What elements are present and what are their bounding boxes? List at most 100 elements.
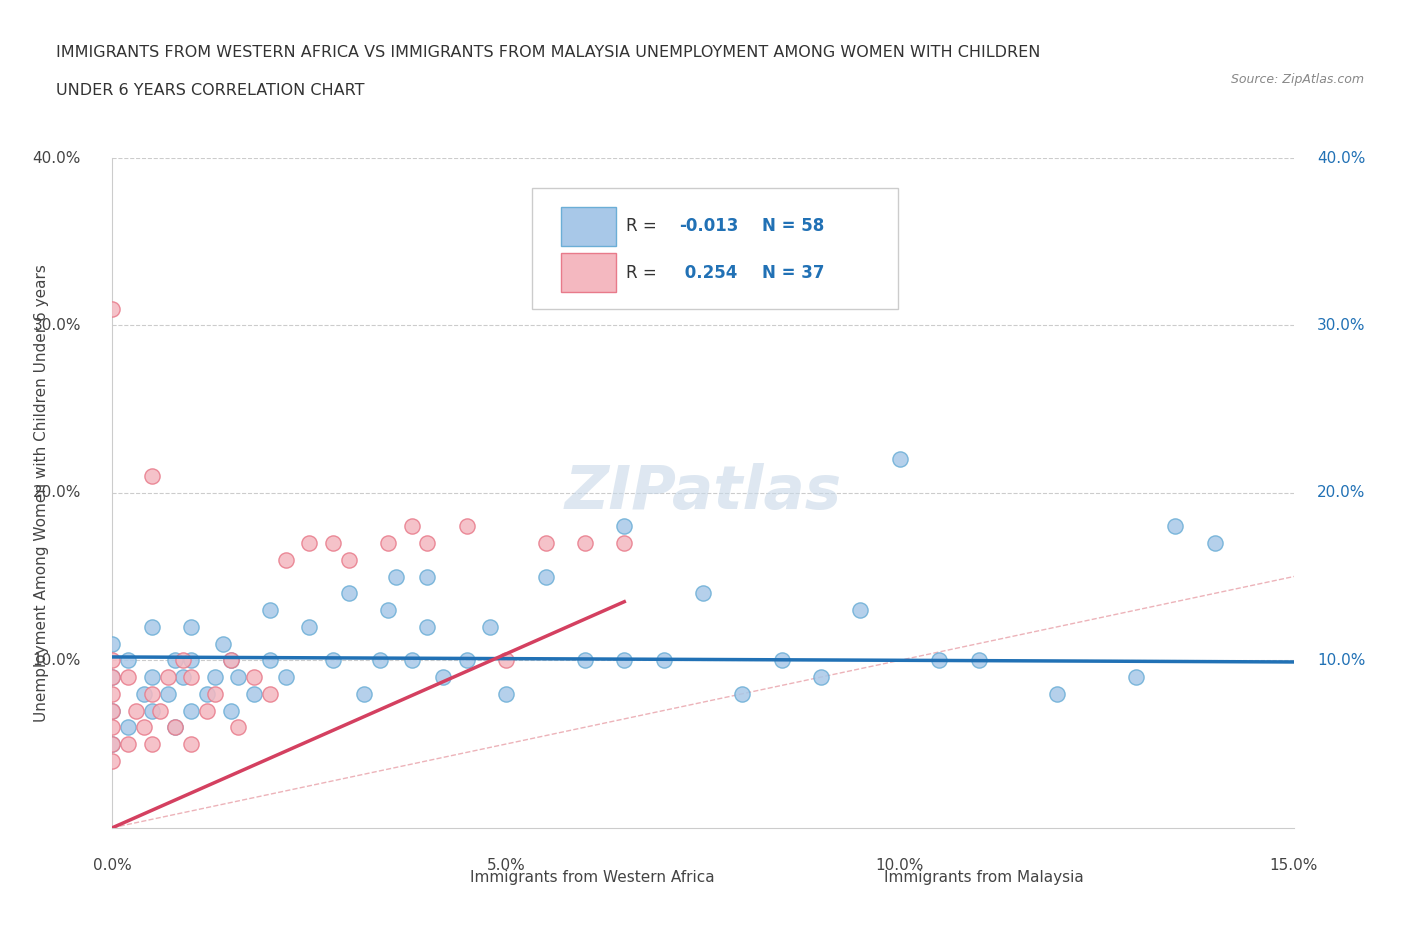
Point <box>141 469 163 484</box>
Text: R =: R = <box>626 264 662 283</box>
Point <box>117 653 139 668</box>
FancyBboxPatch shape <box>561 207 616 246</box>
Point <box>141 737 163 751</box>
Point <box>731 686 754 701</box>
Text: 0.0%: 0.0% <box>93 857 132 873</box>
Point <box>770 653 793 668</box>
Point <box>416 619 439 634</box>
Point <box>298 619 321 634</box>
FancyBboxPatch shape <box>429 866 463 894</box>
Point <box>967 653 990 668</box>
Point <box>195 703 218 718</box>
Point <box>141 686 163 701</box>
Point <box>456 519 478 534</box>
Point <box>401 519 423 534</box>
Point <box>211 636 233 651</box>
Point <box>101 703 124 718</box>
Point <box>204 670 226 684</box>
Text: N = 37: N = 37 <box>762 264 824 283</box>
Text: -0.013: -0.013 <box>679 218 738 235</box>
Point <box>101 301 124 316</box>
Text: 30.0%: 30.0% <box>1317 318 1365 333</box>
Text: N = 58: N = 58 <box>762 218 824 235</box>
Point <box>180 653 202 668</box>
Point <box>613 653 636 668</box>
Text: 10.0%: 10.0% <box>32 653 82 668</box>
Point <box>1164 519 1187 534</box>
Point <box>117 670 139 684</box>
Point <box>101 670 124 684</box>
Point <box>180 737 202 751</box>
Text: Unemployment Among Women with Children Under 6 years: Unemployment Among Women with Children U… <box>34 264 49 722</box>
Point <box>101 670 124 684</box>
Text: Immigrants from Malaysia: Immigrants from Malaysia <box>884 870 1084 885</box>
Point <box>574 536 596 551</box>
Point <box>495 653 517 668</box>
Point <box>810 670 832 684</box>
Point <box>377 603 399 618</box>
Point <box>337 586 360 601</box>
Point <box>219 653 242 668</box>
Point <box>322 653 344 668</box>
Text: 40.0%: 40.0% <box>32 151 82 166</box>
Point <box>534 536 557 551</box>
Text: IMMIGRANTS FROM WESTERN AFRICA VS IMMIGRANTS FROM MALAYSIA UNEMPLOYMENT AMONG WO: IMMIGRANTS FROM WESTERN AFRICA VS IMMIGR… <box>56 46 1040 60</box>
Point <box>101 753 124 768</box>
Text: R =: R = <box>626 218 662 235</box>
Point <box>101 636 124 651</box>
Point <box>219 653 242 668</box>
Point <box>243 686 266 701</box>
Text: 40.0%: 40.0% <box>1317 151 1365 166</box>
Text: 10.0%: 10.0% <box>1317 653 1365 668</box>
Point <box>117 737 139 751</box>
Point <box>377 536 399 551</box>
Point <box>928 653 950 668</box>
Point <box>243 670 266 684</box>
Point <box>479 619 502 634</box>
Point <box>141 703 163 718</box>
Point <box>195 686 218 701</box>
Point <box>101 686 124 701</box>
Point <box>132 720 155 735</box>
Point <box>228 670 250 684</box>
Point <box>1046 686 1069 701</box>
Point <box>101 737 124 751</box>
Text: Immigrants from Western Africa: Immigrants from Western Africa <box>471 870 716 885</box>
Point <box>1204 536 1226 551</box>
Point <box>156 670 179 684</box>
Text: 30.0%: 30.0% <box>32 318 82 333</box>
Point <box>149 703 172 718</box>
Point <box>1125 670 1147 684</box>
Point <box>298 536 321 551</box>
Text: 15.0%: 15.0% <box>1270 857 1317 873</box>
Point <box>322 536 344 551</box>
Point <box>141 619 163 634</box>
Point <box>101 653 124 668</box>
Point <box>574 653 596 668</box>
FancyBboxPatch shape <box>561 253 616 292</box>
Point <box>165 720 187 735</box>
Point <box>101 720 124 735</box>
Point <box>101 737 124 751</box>
Point <box>613 519 636 534</box>
Point <box>165 720 187 735</box>
Point <box>101 703 124 718</box>
Text: ZIPatlas: ZIPatlas <box>564 463 842 523</box>
Text: 10.0%: 10.0% <box>876 857 924 873</box>
Point <box>259 603 281 618</box>
Point <box>652 653 675 668</box>
Point <box>274 552 297 567</box>
Text: Source: ZipAtlas.com: Source: ZipAtlas.com <box>1230 73 1364 86</box>
Point <box>495 686 517 701</box>
FancyBboxPatch shape <box>842 866 876 894</box>
Point <box>180 670 202 684</box>
Point <box>416 569 439 584</box>
Point <box>337 552 360 567</box>
Point <box>401 653 423 668</box>
FancyBboxPatch shape <box>531 188 898 309</box>
Point <box>456 653 478 668</box>
Point <box>534 569 557 584</box>
Point <box>172 670 194 684</box>
Point <box>692 586 714 601</box>
Text: 20.0%: 20.0% <box>32 485 82 500</box>
